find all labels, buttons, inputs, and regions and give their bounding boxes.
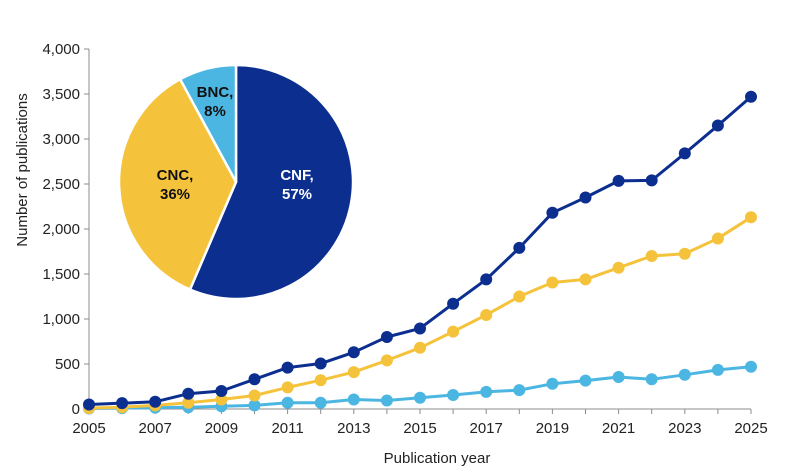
- data-point-cnf: [645, 174, 658, 187]
- x-axis-label: Publication year: [384, 450, 491, 467]
- data-point-cnf: [116, 397, 129, 410]
- y-tick-label: 4,000: [42, 41, 80, 58]
- pie-slice-bnc: [178, 63, 238, 184]
- x-tick-label: 2005: [72, 420, 105, 437]
- data-point-cnc: [447, 325, 460, 338]
- data-point-bnc: [447, 389, 460, 402]
- pie-label-percent: 36%: [160, 186, 190, 203]
- x-tick-label: 2019: [536, 420, 569, 437]
- x-tick-label: 2015: [403, 420, 436, 437]
- series-cnf: [83, 90, 757, 411]
- data-point-cnc: [347, 366, 360, 379]
- data-point-bnc: [645, 373, 658, 386]
- data-point-bnc: [579, 374, 592, 387]
- pie-label-percent: 57%: [282, 186, 312, 203]
- y-tick-label: 3,000: [42, 131, 80, 148]
- data-point-bnc: [612, 371, 625, 384]
- data-point-cnf: [314, 357, 327, 370]
- pie-label-name: CNC,: [157, 167, 194, 184]
- pie-slice-cnc: [117, 77, 238, 291]
- x-tick-label: 2021: [602, 420, 635, 437]
- data-point-cnc: [248, 389, 261, 402]
- x-tick-label: 2007: [139, 420, 172, 437]
- data-point-cnf: [546, 206, 559, 219]
- pie-label-name: BNC,: [197, 84, 234, 101]
- data-point-cnf: [745, 90, 757, 103]
- pie-label-name: CNF,: [280, 167, 313, 184]
- data-point-cnf: [711, 119, 724, 132]
- y-axis-label: Number of publications: [14, 93, 31, 246]
- data-point-cnc: [745, 211, 757, 224]
- x-tick-label: 2011: [271, 420, 303, 437]
- data-point-cnc: [182, 396, 195, 409]
- y-tick-label: 2,500: [42, 176, 80, 193]
- data-point-cnc: [678, 247, 691, 260]
- data-point-cnf: [182, 387, 195, 400]
- pie-slice-cnf: [188, 63, 355, 301]
- y-tick-label: 1,000: [42, 311, 80, 328]
- data-point-bnc: [480, 385, 493, 398]
- data-point-cnf: [447, 297, 460, 310]
- data-point-cnf: [612, 174, 625, 187]
- x-tick-label: 2013: [337, 420, 370, 437]
- data-point-bnc: [711, 363, 724, 376]
- series-layer: [83, 90, 757, 415]
- y-tick-label: 2,000: [42, 221, 80, 238]
- data-point-bnc: [745, 360, 757, 373]
- x-tick-label: 2017: [470, 420, 503, 437]
- y-tick-label: 500: [55, 356, 80, 373]
- data-point-cnc: [612, 261, 625, 274]
- data-point-bnc: [248, 399, 261, 412]
- x-tick-label: 2025: [734, 420, 767, 437]
- data-point-cnc: [546, 276, 559, 289]
- data-point-cnc: [281, 381, 294, 394]
- pie-chart: CNF, 57% CNC, 36% BNC, 8%: [117, 63, 355, 301]
- y-tick-label: 0: [72, 401, 80, 418]
- pie-label-percent: 8%: [204, 103, 226, 120]
- data-point-bnc: [678, 368, 691, 381]
- data-point-cnf: [579, 191, 592, 204]
- data-point-cnf: [347, 346, 360, 359]
- data-point-bnc: [513, 384, 526, 397]
- data-point-bnc: [380, 394, 393, 407]
- data-point-bnc: [414, 391, 426, 404]
- x-tick-label: 2023: [668, 420, 701, 437]
- data-point-cnf: [513, 241, 526, 254]
- data-point-bnc: [281, 396, 294, 409]
- data-point-cnf: [281, 361, 294, 374]
- data-point-cnc: [215, 393, 228, 406]
- data-point-cnf: [215, 385, 228, 397]
- data-point-cnc: [414, 341, 426, 354]
- data-point-cnf: [678, 147, 691, 160]
- data-point-cnc: [711, 232, 724, 245]
- y-tick-label: 3,500: [42, 86, 80, 103]
- data-point-cnc: [513, 290, 526, 303]
- data-point-cnf: [248, 373, 261, 386]
- data-point-cnc: [380, 354, 393, 367]
- data-point-bnc: [546, 377, 559, 390]
- data-point-cnc: [480, 308, 493, 321]
- data-point-cnf: [480, 273, 493, 286]
- data-point-cnf: [380, 331, 393, 343]
- chart-axes: 0 500 1,000 1,500 2,000 2,500 3,000 3,500 4,000 2…: [42, 41, 767, 437]
- y-tick-label: 1,500: [42, 266, 80, 283]
- data-point-cnc: [314, 374, 327, 387]
- x-tick-label: 2009: [205, 420, 238, 437]
- data-point-bnc: [314, 396, 327, 409]
- data-point-bnc: [347, 393, 360, 406]
- data-point-cnf: [414, 322, 426, 335]
- data-point-cnf: [149, 395, 162, 408]
- data-point-cnc: [579, 273, 592, 286]
- data-point-cnc: [645, 250, 658, 262]
- data-point-cnf: [83, 398, 95, 411]
